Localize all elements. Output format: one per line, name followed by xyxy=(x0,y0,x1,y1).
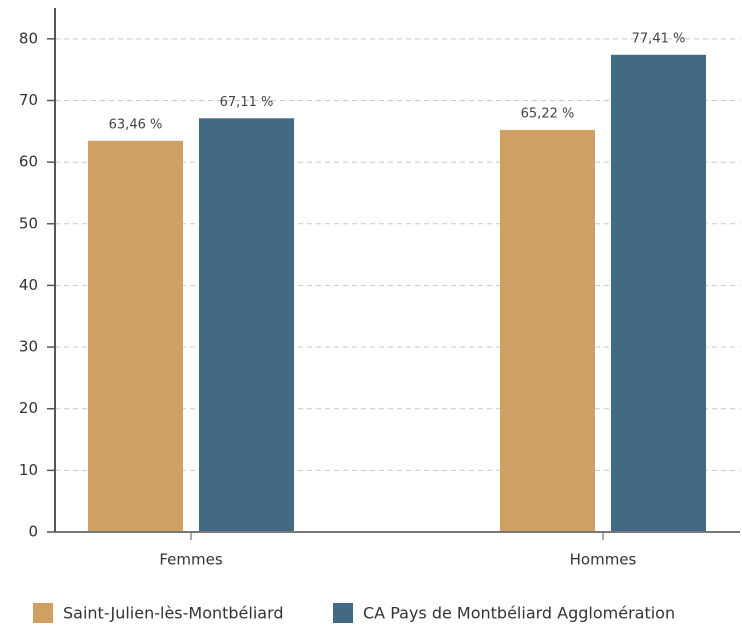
y-tick-label: 20 xyxy=(19,399,38,417)
y-tick-label: 30 xyxy=(19,338,38,356)
bar xyxy=(88,140,183,532)
legend-swatch xyxy=(33,603,53,623)
value-label: 65,22 % xyxy=(521,106,575,121)
y-tick-label: 40 xyxy=(19,276,38,294)
bar xyxy=(500,129,595,533)
y-tick-label: 60 xyxy=(19,153,38,171)
x-tick-label: Femmes xyxy=(159,551,222,569)
bar xyxy=(199,118,294,532)
legend-swatch xyxy=(333,603,353,623)
value-label: 63,46 % xyxy=(109,117,163,132)
y-tick-label: 80 xyxy=(19,29,38,47)
value-label: 67,11 % xyxy=(220,95,274,110)
y-tick-label: 0 xyxy=(28,523,38,541)
value-label: 77,41 % xyxy=(632,31,686,46)
legend-label: CA Pays de Montbéliard Agglomération xyxy=(363,604,675,623)
y-tick-label: 70 xyxy=(19,91,38,109)
x-tick-label: Hommes xyxy=(570,551,637,569)
bar xyxy=(611,54,706,532)
y-tick-label: 10 xyxy=(19,461,38,479)
y-tick-label: 50 xyxy=(19,214,38,232)
legend-label: Saint-Julien-lès-Montbéliard xyxy=(63,604,284,623)
